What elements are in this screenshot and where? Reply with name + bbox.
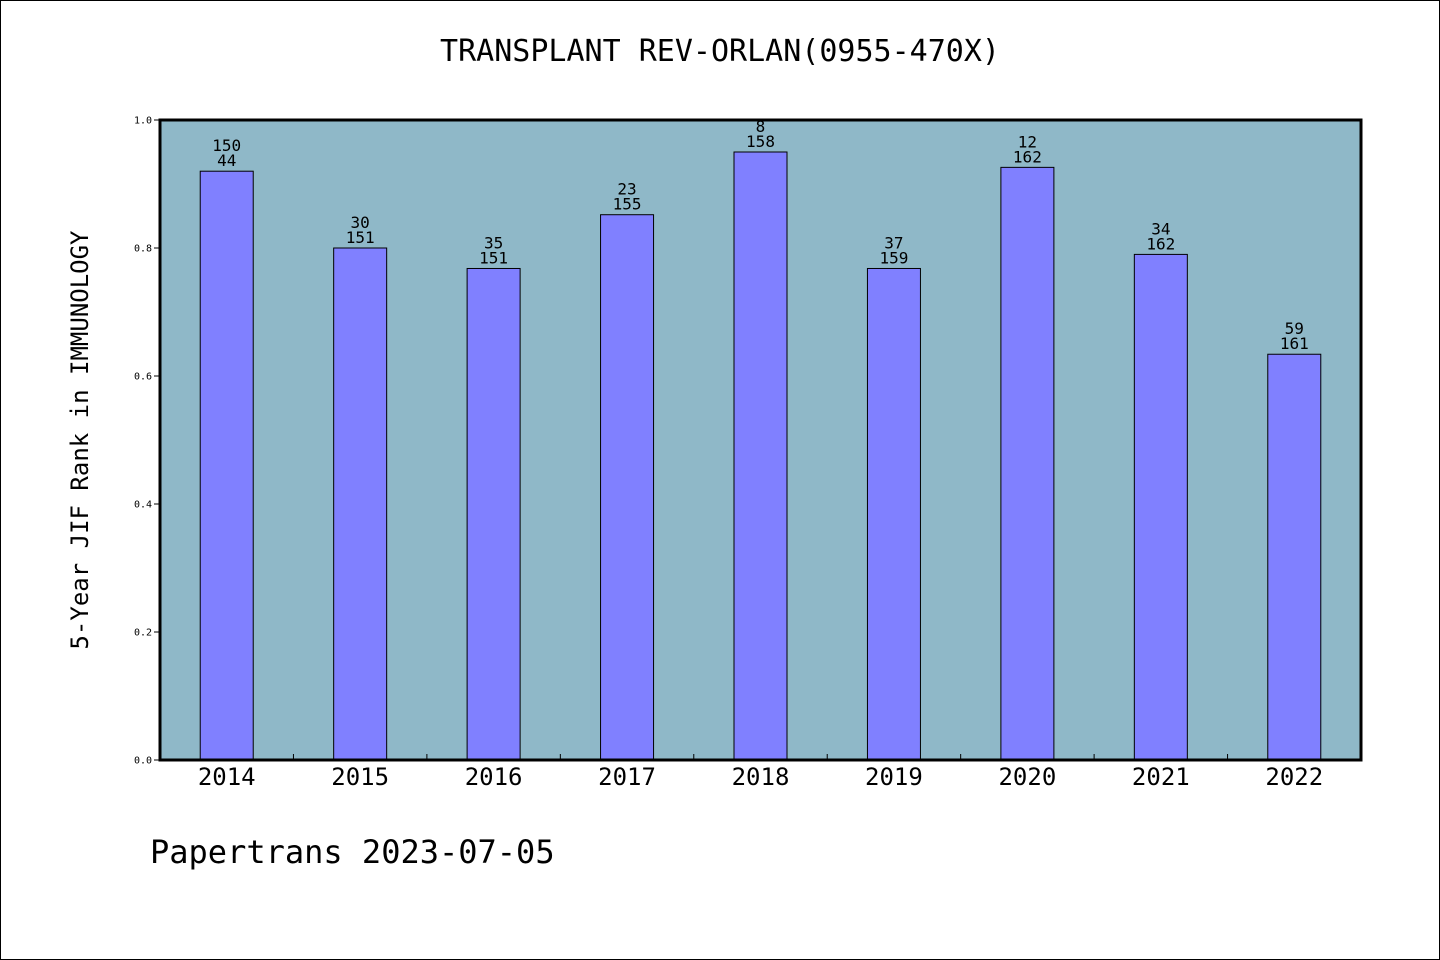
bar-total-label: 151 [479,248,508,267]
bar-2017 [600,214,655,761]
bar-rank-label: 35 [484,233,503,252]
footer-credit: Papertrans 2023-07-05 [150,833,555,871]
bar-2021 [1133,253,1188,761]
bar-2015 [333,247,388,761]
bar-rank-label: 37 [884,233,903,252]
bar-total-label: 158 [746,132,775,151]
bar-total-label: 155 [613,195,642,214]
bar-rank-label: 34 [1151,219,1170,238]
bar-total-label: 161 [1280,334,1309,353]
x-tick-label: 2015 [331,763,389,791]
bar-2019 [866,267,921,761]
x-tick-label: 2017 [598,763,656,791]
bar-2016 [466,267,521,761]
x-tick-label: 2018 [732,763,790,791]
x-tick-label: 2022 [1265,763,1323,791]
bar-2022 [1267,353,1322,761]
y-tick-label: 0.8 [134,244,152,255]
bar-total-label: 159 [879,248,908,267]
y-tick-label: 1.0 [134,116,152,127]
bar-rank-label: 150 [212,136,241,155]
x-tick-label: 2021 [1132,763,1190,791]
y-tick-label: 0.4 [134,500,152,511]
bar-2020 [1000,166,1055,761]
bar-rank-label: 12 [1018,132,1037,151]
bar-total-label: 162 [1146,234,1175,253]
bar-total-label: 162 [1013,147,1042,166]
x-tick-label: 2016 [465,763,523,791]
bar-total-label: 44 [217,151,236,170]
x-tick-label: 2020 [998,763,1056,791]
bar-rank-label: 30 [351,213,370,232]
bar-2014 [199,170,254,761]
bar-rank-label: 8 [756,117,766,136]
bar-rank-label: 59 [1285,319,1304,338]
bar-2018 [733,151,788,761]
bar-total-label: 151 [346,228,375,247]
plot-border [158,118,1363,762]
x-tick-label: 2014 [198,763,256,791]
chart-title: TRANSPLANT REV-ORLAN(0955-470X) [440,34,1000,69]
bar-rank-label: 23 [617,180,636,199]
y-tick-label: 0.2 [134,628,152,639]
y-tick-label: 0.6 [134,372,152,383]
x-tick-label: 2019 [865,763,923,791]
y-tick-label: 0.0 [134,756,152,767]
